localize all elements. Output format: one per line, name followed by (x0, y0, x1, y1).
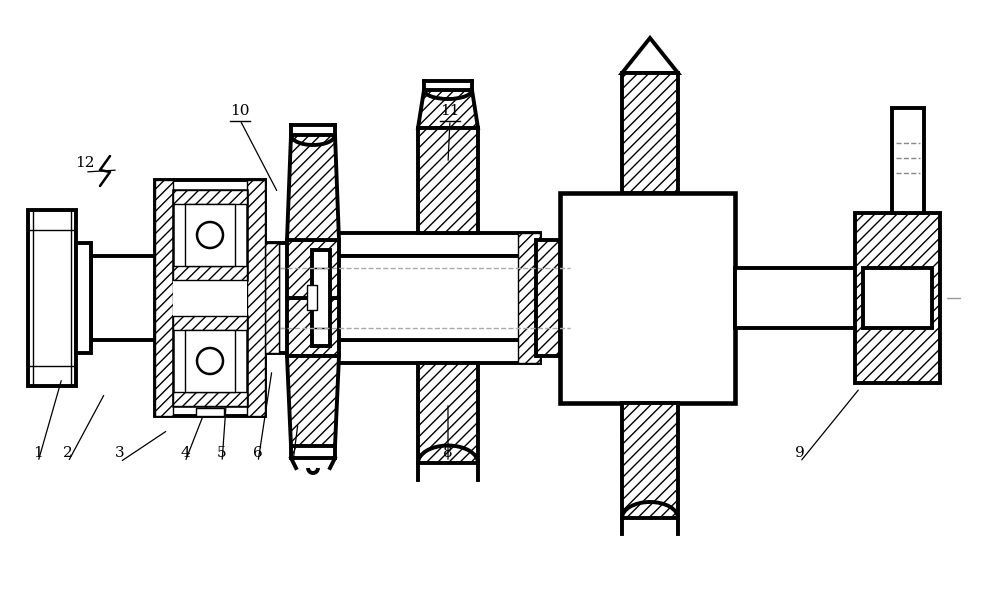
Bar (265, 243, 307, 353)
Bar (518, 233, 540, 363)
Circle shape (197, 348, 223, 374)
Bar (173, 280, 247, 316)
Polygon shape (418, 90, 478, 128)
Bar (892, 108, 924, 213)
Bar (418, 363, 478, 463)
Bar (173, 266, 247, 280)
Bar (196, 408, 224, 416)
Bar (173, 190, 247, 280)
Text: 11: 11 (440, 104, 460, 118)
Bar (173, 392, 247, 406)
Text: 2: 2 (63, 446, 73, 460)
Text: 10: 10 (230, 104, 250, 118)
Bar (173, 190, 247, 204)
Bar (622, 73, 678, 193)
Bar (330, 256, 540, 340)
Bar (247, 180, 265, 416)
Bar (330, 233, 540, 256)
Bar (855, 213, 940, 383)
Bar (735, 268, 860, 328)
Bar (287, 240, 339, 298)
Bar (418, 128, 478, 233)
Circle shape (197, 222, 223, 248)
Bar (307, 285, 317, 310)
Polygon shape (622, 38, 678, 73)
Bar (91, 256, 330, 340)
Bar (330, 340, 540, 363)
Text: 12: 12 (75, 156, 95, 170)
Bar (622, 403, 678, 518)
Bar (287, 298, 339, 356)
Bar (28, 210, 76, 386)
Bar (185, 204, 235, 266)
Text: 6: 6 (253, 446, 263, 460)
Text: 7: 7 (288, 446, 298, 460)
Polygon shape (287, 135, 339, 240)
Text: 9: 9 (795, 446, 805, 460)
Text: 3: 3 (115, 446, 125, 460)
Text: 4: 4 (180, 446, 190, 460)
Bar (863, 268, 932, 328)
Bar (560, 193, 735, 403)
Bar (312, 250, 330, 346)
Bar (265, 243, 279, 353)
Bar (173, 316, 247, 330)
Text: 8: 8 (443, 446, 453, 460)
Text: 1: 1 (33, 446, 43, 460)
Bar (155, 180, 265, 416)
Text: 5: 5 (217, 446, 227, 460)
Bar (173, 316, 247, 406)
Polygon shape (287, 356, 339, 446)
Bar (155, 180, 173, 416)
Bar (76, 243, 91, 353)
Bar (185, 330, 235, 392)
Bar (536, 240, 560, 356)
